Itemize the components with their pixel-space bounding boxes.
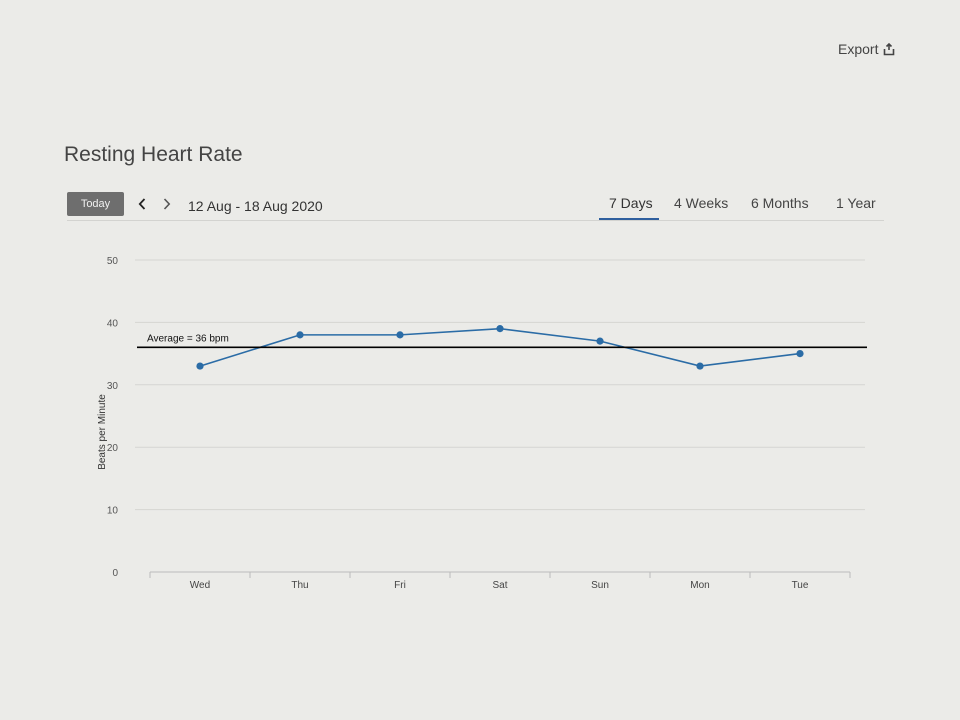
export-icon: [883, 42, 895, 56]
x-tick-label: Fri: [394, 580, 406, 591]
data-point: [196, 362, 204, 370]
y-tick-label: 50: [107, 256, 119, 267]
tab-4-weeks[interactable]: 4 Weeks: [674, 195, 729, 211]
average-label: Average = 36 bpm: [147, 333, 229, 344]
data-point: [596, 337, 604, 345]
y-tick-label: 0: [112, 568, 118, 579]
y-tick-label: 20: [107, 443, 119, 454]
y-tick-label: 40: [107, 318, 119, 329]
export-button[interactable]: Export: [838, 41, 895, 57]
x-tick-label: Wed: [190, 580, 210, 591]
date-range-label: 12 Aug - 18 Aug 2020: [188, 198, 323, 214]
export-label: Export: [838, 41, 879, 57]
data-point: [496, 325, 504, 333]
tab-6-months[interactable]: 6 Months: [751, 195, 809, 211]
tab-1-year[interactable]: 1 Year: [836, 195, 876, 211]
data-point: [696, 362, 704, 370]
data-point: [796, 350, 804, 358]
chevron-right-icon[interactable]: [160, 195, 174, 213]
y-tick-label: 30: [107, 381, 119, 392]
x-tick-label: Sat: [492, 580, 507, 591]
active-tab-indicator: [599, 218, 659, 220]
data-point: [296, 331, 304, 339]
chevron-left-icon[interactable]: [135, 195, 149, 213]
page-title: Resting Heart Rate: [64, 143, 243, 166]
x-tick-label: Mon: [690, 580, 709, 591]
x-tick-label: Sun: [591, 580, 609, 591]
chart-toolbar: Today 12 Aug - 18 Aug 2020 7 Days 4 Week…: [67, 190, 884, 221]
x-tick-label: Thu: [291, 580, 308, 591]
heart-rate-chart: 0 10 20 30 40 50 Wed Thu Fri Sat Sun Mon Tue Beats pe…: [97, 256, 867, 591]
y-axis-label: Beats per Minute: [97, 394, 108, 470]
y-tick-label: 10: [107, 506, 119, 517]
x-tick-label: Tue: [792, 580, 809, 591]
data-point: [396, 331, 404, 339]
tab-7-days[interactable]: 7 Days: [609, 195, 653, 211]
today-button[interactable]: Today: [67, 192, 124, 216]
